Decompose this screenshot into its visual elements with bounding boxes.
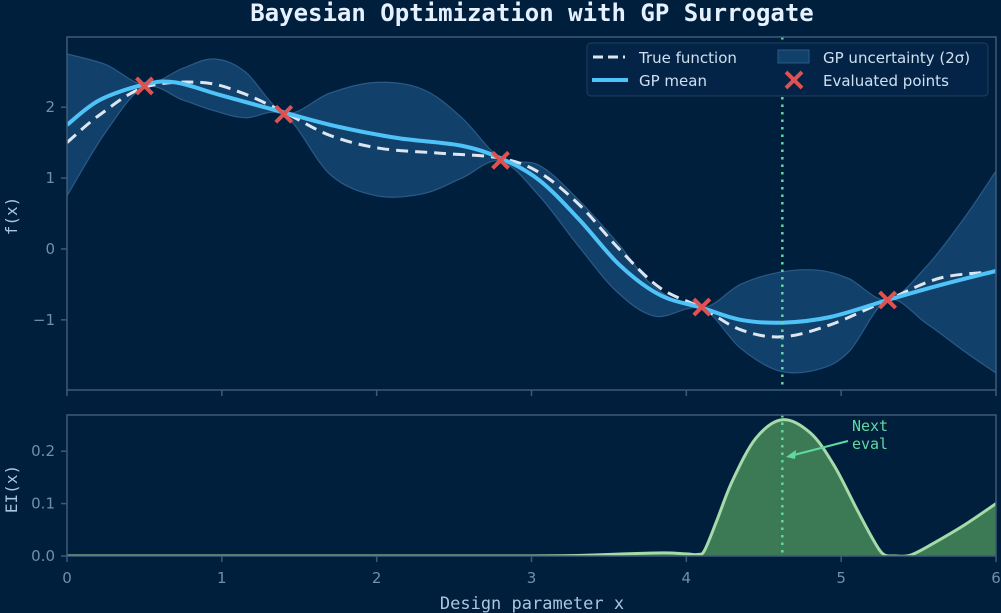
x-tick-label: 5 xyxy=(836,569,846,587)
y-tick-label: 0.2 xyxy=(31,442,55,460)
annotation-text-line1: Next xyxy=(852,417,888,435)
bottom-y-axis-label: EI(x) xyxy=(2,465,21,513)
x-tick-label: 3 xyxy=(527,569,537,587)
top-panel: −1 0 1 2 f(x) True function GP uncertainty … xyxy=(2,36,997,396)
gp-uncertainty-band xyxy=(67,53,996,374)
y-tick-label: 0.1 xyxy=(31,495,55,513)
evaluated-point-x-icon xyxy=(491,150,510,170)
x-tick-label: 1 xyxy=(217,569,227,587)
evaluated-point-x-icon xyxy=(274,104,294,124)
legend-gp-mean-label: GP mean xyxy=(639,72,707,90)
legend-uncertainty-swatch xyxy=(777,49,810,64)
evaluated-point-x-icon xyxy=(692,297,712,317)
bottom-x-ticks: 0 1 2 3 4 5 6 xyxy=(62,556,1001,587)
next-eval-annotation: Next eval xyxy=(786,417,888,459)
legend: True function GP uncertainty (2σ) GP mea… xyxy=(586,42,989,97)
top-x-ticks xyxy=(66,390,997,396)
evaluated-point-x-icon xyxy=(135,76,154,96)
y-tick-label: 0.0 xyxy=(31,547,55,565)
annotation-text-line2: eval xyxy=(852,435,888,453)
y-tick-label: −1 xyxy=(33,311,55,329)
x-marker-icon xyxy=(784,70,804,90)
y-tick-label: 1 xyxy=(45,169,55,187)
evaluated-points xyxy=(135,76,898,317)
bottom-panel: 0 1 2 3 4 5 6 0.0 0.1 0.2 EI(x) Design parameter… xyxy=(2,414,1001,613)
gp-mean-line xyxy=(67,79,996,325)
true-function-line xyxy=(67,80,996,339)
evaluated-point-x-icon xyxy=(878,290,898,310)
chart-title: Bayesian Optimization with GP Surrogate xyxy=(250,0,814,27)
top-y-axis-label: f(x) xyxy=(2,197,21,236)
y-tick-label: 2 xyxy=(45,98,55,116)
x-tick-label: 4 xyxy=(682,569,692,587)
ei-area xyxy=(67,419,996,556)
x-tick-label: 6 xyxy=(991,569,1001,587)
x-axis-label: Design parameter x xyxy=(440,594,624,613)
arrow-head-icon xyxy=(786,450,796,459)
x-tick-label: 2 xyxy=(372,569,382,587)
legend-evaluated-points-swatch xyxy=(784,70,804,90)
x-tick-label: 0 xyxy=(62,569,72,587)
legend-true-function-label: True function xyxy=(638,49,737,67)
legend-evaluated-points-label: Evaluated points xyxy=(823,72,949,90)
top-y-ticks: −1 0 1 2 xyxy=(33,98,67,329)
legend-uncertainty-label: GP uncertainty (2σ) xyxy=(823,49,970,67)
y-tick-label: 0 xyxy=(45,240,55,258)
bottom-y-ticks: 0.0 0.1 0.2 xyxy=(31,442,67,565)
ei-line xyxy=(67,418,996,556)
annotation-arrow xyxy=(789,440,849,457)
